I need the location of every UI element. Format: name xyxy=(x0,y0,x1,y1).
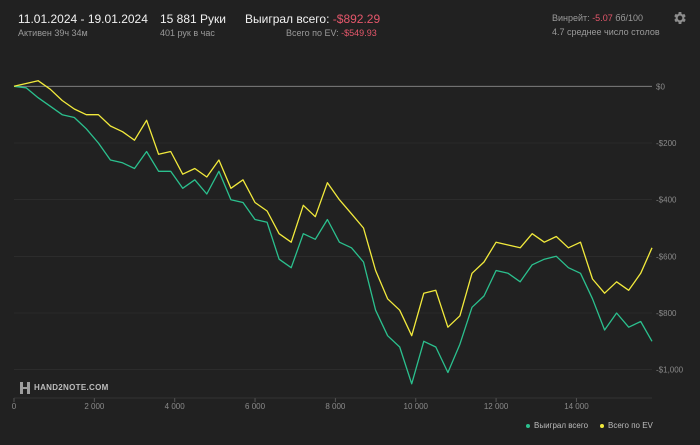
y-tick-label: -$1,000 xyxy=(656,366,684,375)
legend-label-ev: Всего по EV xyxy=(608,421,653,430)
x-tick-label: 4 000 xyxy=(165,402,186,411)
y-axis-ticks: $0 -$200 -$400 -$600 -$800 -$1,000 xyxy=(656,82,684,374)
x-tick-label: 12 000 xyxy=(484,402,509,411)
hands-per-hour: 401 рук в час xyxy=(160,28,215,38)
x-tick-label: 8 000 xyxy=(325,402,346,411)
x-tick-label: 14 000 xyxy=(564,402,589,411)
x-tick-label: 6 000 xyxy=(245,402,266,411)
gear-icon[interactable] xyxy=(672,10,688,26)
x-tick-label: 0 xyxy=(12,402,17,411)
avg-tables: 4.7 среднее число столов xyxy=(552,27,660,37)
winrate-unit: бб/100 xyxy=(615,13,644,23)
y-tick-label: $0 xyxy=(656,82,665,91)
y-tick-label: -$600 xyxy=(656,252,677,261)
hand2note-logo: HAND2NOTE.COM xyxy=(20,382,120,396)
y-tick-label: -$200 xyxy=(656,139,677,148)
date-range[interactable]: 11.01.2024 - 19.01.2024 xyxy=(18,12,148,26)
won-total-label: Выиграл всего: xyxy=(245,12,330,26)
ev-total-value: -$549.93 xyxy=(341,28,377,38)
legend-label-won: Выиграл всего xyxy=(534,421,589,430)
x-tick-label: 10 000 xyxy=(404,402,429,411)
winrate-label: Винрейт: xyxy=(552,13,590,23)
won-total-value: -$892.29 xyxy=(332,12,381,26)
won-total: Выиграл всего: -$892.29 xyxy=(245,12,380,26)
chart-grid xyxy=(14,85,652,370)
active-time: Активен 39ч 34м xyxy=(18,28,88,38)
hands-count: 15 881 Руки xyxy=(160,12,226,26)
series-line-won xyxy=(13,85,653,385)
y-tick-label: -$800 xyxy=(656,309,677,318)
stats-header: 11.01.2024 - 19.01.2024 Активен 39ч 34м … xyxy=(0,0,700,50)
legend-dot-ev xyxy=(600,423,604,428)
x-axis-ticks: 0 2 000 4 000 6 000 8 000 10 000 12 000 14 000 xyxy=(12,397,652,411)
legend-item-ev[interactable]: Всего по EV xyxy=(600,421,653,430)
ev-total-label: Всего по EV: xyxy=(286,28,339,38)
ev-total: Всего по EV: -$549.93 xyxy=(286,28,377,38)
winrate: Винрейт: -5.07 бб/100 xyxy=(552,13,643,23)
winrate-value: -5.07 xyxy=(592,13,613,23)
x-tick-label: 2 000 xyxy=(84,402,105,411)
logo-text: HAND2NOTE.COM xyxy=(34,383,109,392)
legend-dot-won xyxy=(526,423,530,428)
series-line-ev xyxy=(13,80,653,337)
y-tick-label: -$400 xyxy=(656,196,677,205)
hand2note-logo-icon xyxy=(20,382,30,394)
legend-item-won[interactable]: Выиграл всего xyxy=(526,421,588,430)
